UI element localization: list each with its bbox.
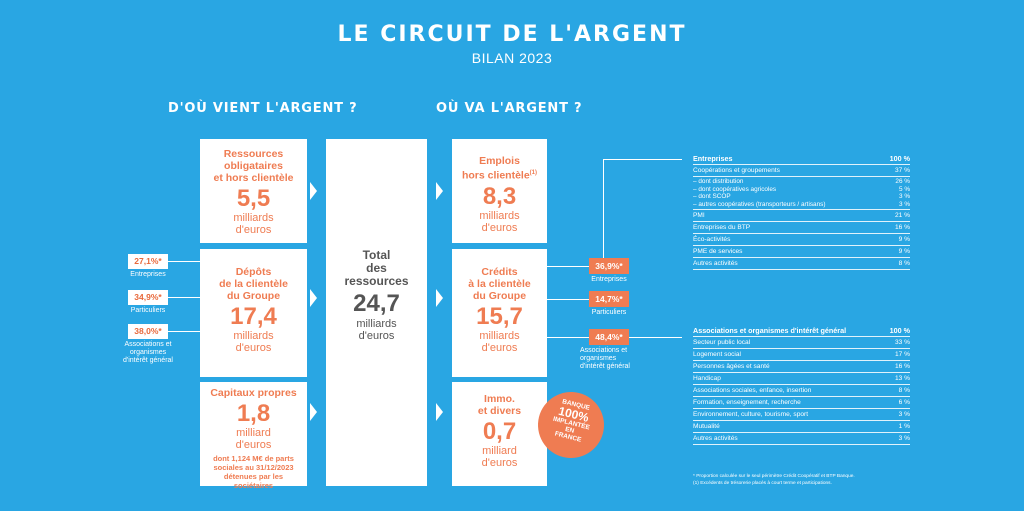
deposit-pct-entreprises: 27,1%* (128, 254, 168, 269)
deposit-pct-particuliers: 34,9%* (128, 290, 168, 305)
page-subtitle: BILAN 2023 (471, 50, 553, 66)
credit-pct-particuliers: 14,7%* (589, 291, 629, 307)
connector-line (547, 266, 590, 267)
table-entreprises: Entreprises 100 % Coopérations et groupem… (693, 153, 910, 270)
table-subrows: – dont distribution 26 % – dont coopérati… (693, 177, 910, 210)
table-header: Associations et organismes d'intérêt gén… (693, 326, 910, 337)
total-title: Total des ressources (344, 248, 409, 288)
table-row: Coopérations et groupements 37 % (693, 165, 910, 177)
source-title: Dépôts de la clientèle du Groupe (219, 266, 288, 302)
chevron-right-icon (310, 403, 317, 421)
total-value: 24,7 (353, 290, 400, 317)
table-row: Logement social 17 % (693, 349, 910, 361)
table-row: Formation, enseignement, recherche 6 % (693, 397, 910, 409)
source-value: 17,4 (230, 303, 277, 330)
total-box: Total des ressources 24,7 milliards d'euros (326, 139, 427, 486)
credit-pct-associations: 48,4%* (589, 329, 629, 345)
table-row: Personnes âgées et santé 16 % (693, 361, 910, 373)
table-subrow: – dont SCOP 3 % (693, 193, 910, 200)
credit-label-entreprises: Entreprises (591, 276, 627, 283)
table-row: Environnement, culture, tourisme, sport 3… (693, 409, 910, 421)
deposit-label-entreprises: Entreprises (130, 271, 166, 278)
footnote: * Proportion calculée sur le seul périmè… (693, 474, 855, 479)
table-row: PME de services 9 % (693, 246, 910, 258)
footnote: (1) Excédents de trésorerie placés à cou… (693, 481, 832, 486)
source-unit: milliards d'euros (233, 330, 274, 354)
source-unit: milliard d'euros (235, 427, 272, 451)
source-unit: milliards d'euros (233, 212, 274, 236)
source-box-deposits: Dépôts de la clientèle du Groupe 17,4 mill… (200, 249, 307, 377)
use-unit: milliards d'euros (479, 330, 520, 354)
source-box-bonds: Ressources obligataires et hors clientèle … (200, 139, 307, 243)
use-unit: milliards d'euros (479, 209, 520, 234)
deposit-label-associations: Associations et organismes d'intérêt génér… (123, 341, 173, 364)
table-row: Autres activités 8 % (693, 258, 910, 270)
equity-note: dont 1,124 M€ de parts sociales au 31/12/… (213, 454, 294, 490)
connector-line (629, 337, 682, 338)
chevron-right-icon (436, 403, 443, 421)
connector-line (547, 299, 590, 300)
table-row: Secteur public local 33 % (693, 337, 910, 349)
table-row: Mutualité 1 % (693, 421, 910, 433)
page-title: LE CIRCUIT DE L'ARGENT (337, 22, 687, 47)
connector-line (603, 159, 682, 160)
connector-line (547, 337, 590, 338)
table-subrow: – dont coopératives agricoles 5 % (693, 185, 910, 193)
use-title: Emplois hors clientèle(1) (461, 155, 538, 182)
table-row: Autres activités 3 % (693, 433, 910, 445)
use-value: 15,7 (476, 303, 523, 330)
table-row: Éco-activités 9 % (693, 234, 910, 246)
connector-line (167, 261, 200, 262)
table-associations: Associations et organismes d'intérêt gén… (693, 325, 910, 445)
chevron-right-icon (310, 289, 317, 307)
table-row: Entreprises du BTP 16 % (693, 222, 910, 234)
use-box-non-client: Emplois hors clientèle(1) 8,3 milliards d… (452, 139, 547, 243)
deposit-pct-associations: 38,0%* (128, 324, 168, 339)
connector-line (167, 331, 200, 332)
chevron-right-icon (310, 182, 317, 200)
connector-line (167, 297, 200, 298)
connector-line (603, 159, 604, 258)
left-heading: D'OÙ VIENT L'ARGENT ? (168, 101, 358, 116)
source-value: 1,8 (236, 400, 271, 427)
use-box-immo: Immo. et divers 0,7 milliard d'euros (452, 382, 547, 486)
table-row: Handicap 13 % (693, 373, 910, 385)
table-header: Entreprises 100 % (693, 154, 910, 165)
credit-pct-entreprises: 36,9%* (589, 258, 629, 274)
credit-label-associations: Associations et organismes d'intérêt génér… (580, 347, 630, 370)
table-row: Associations sociales, enfance, insertio… (693, 385, 910, 397)
source-value: 5,5 (236, 185, 271, 212)
footnotes: * Proportion calculée sur le seul périmè… (693, 473, 953, 487)
credit-label-particuliers: Particuliers (591, 309, 627, 316)
chevron-right-icon (436, 289, 443, 307)
chevron-right-icon (436, 182, 443, 200)
use-value: 8,3 (482, 182, 517, 210)
table-subrow: – autres coopératives (transporteurs / a… (693, 200, 910, 208)
table-subrow: – dont distribution 26 % (693, 178, 910, 185)
use-box-credits: Crédits à la clientèle du Groupe 15,7 mill… (452, 249, 547, 377)
use-title: Immo. et divers (477, 393, 522, 417)
source-box-equity: Capitaux propres 1,8 milliard d'euros don… (200, 382, 307, 490)
use-value: 0,7 (482, 418, 517, 445)
right-heading: OÙ VA L'ARGENT ? (436, 101, 583, 116)
deposit-label-particuliers: Particuliers (130, 307, 166, 314)
total-unit: milliards d'euros (356, 318, 397, 342)
source-title: Capitaux propres (210, 387, 297, 399)
source-title: Ressources obligataires et hors clientèle (213, 148, 294, 184)
use-unit: milliard d'euros (481, 445, 518, 469)
table-row: PMI 21 % (693, 210, 910, 222)
use-title: Crédits à la clientèle du Groupe (468, 266, 531, 302)
